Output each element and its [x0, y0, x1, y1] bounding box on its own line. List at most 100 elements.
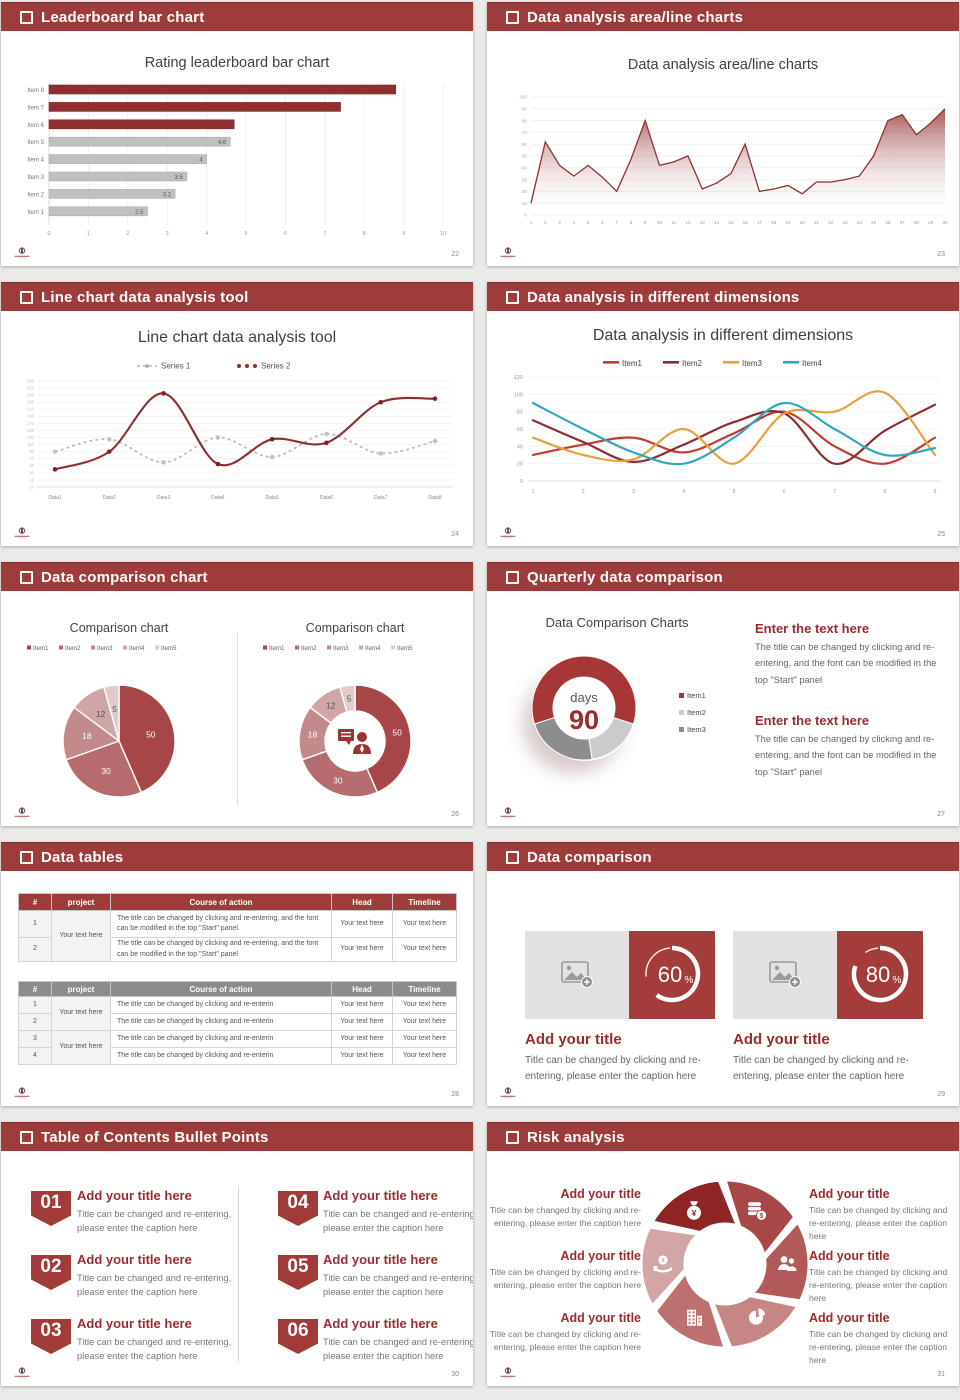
risk-block-caption: Title can be changed by clicking and re-… — [489, 1205, 641, 1228]
svg-text:170: 170 — [27, 421, 35, 426]
svg-text:18: 18 — [308, 730, 318, 740]
svg-text:29: 29 — [928, 220, 934, 225]
slide-thumbnail[interactable]: Risk analysis ¥ $ ¥ Add your title Title can … — [487, 1122, 959, 1386]
multi-line-chart: 0 20 40 60 80 100 120 1 2 3 4 5 6 7 8 9 — [514, 375, 941, 495]
school-logo-icon — [500, 247, 516, 259]
svg-text:10: 10 — [440, 231, 446, 237]
svg-text:24: 24 — [857, 220, 863, 225]
table-header-cell: Head — [331, 981, 393, 997]
svg-text:19: 19 — [785, 220, 791, 225]
svg-text:Item3: Item3 — [687, 725, 706, 734]
chart-title: Rating leaderboard bar chart — [144, 55, 330, 71]
svg-text:60: 60 — [517, 427, 523, 433]
svg-text:18: 18 — [771, 220, 777, 225]
svg-text:90: 90 — [569, 705, 599, 735]
toc-item-title: Add your title here — [323, 1252, 438, 1267]
slide-thumbnail[interactable]: Data comparison 60% Add your title Title ca… — [487, 842, 959, 1106]
svg-text:Item4: Item4 — [365, 645, 381, 652]
table-header-cell: Course of action — [110, 981, 332, 997]
bullet-square-icon — [506, 570, 519, 584]
page-number: 29 — [937, 1091, 945, 1098]
slide-title-bar: Data comparison — [487, 842, 959, 871]
svg-text:3: 3 — [632, 489, 635, 495]
toc-number: 06 — [287, 1320, 309, 1341]
slide-title-bar: Table of Contents Bullet Points — [1, 1122, 473, 1151]
toc-number-badge: 03 — [31, 1319, 71, 1354]
toc-item-title: Add your title here — [323, 1316, 438, 1331]
svg-text:270: 270 — [27, 385, 35, 390]
risk-block-title: Add your title — [560, 1249, 641, 1263]
svg-text:8: 8 — [363, 231, 366, 237]
svg-text:50: 50 — [29, 463, 34, 468]
slide-title: Table of Contents Bullet Points — [41, 1128, 269, 1146]
svg-text:12: 12 — [96, 709, 106, 719]
slide-title: Risk analysis — [527, 1128, 625, 1146]
svg-text:210: 210 — [27, 407, 35, 412]
table-row: 2 The title can be changed by clicking an… — [18, 1013, 457, 1031]
svg-text:Series 1: Series 1 — [161, 362, 191, 371]
page-number: 31 — [937, 1371, 945, 1378]
chart-title: Data Comparison Charts — [545, 615, 689, 630]
svg-text:Item 5: Item 5 — [27, 140, 44, 146]
svg-text:30: 30 — [101, 766, 111, 776]
bullet-square-icon — [506, 290, 519, 304]
slide-cell: Leaderboard bar chart Rating leaderboard … — [0, 0, 480, 280]
bullet-square-icon — [506, 850, 519, 864]
slide-title-bar: Line chart data analysis tool — [1, 282, 473, 311]
slide-thumbnail[interactable]: Line chart data analysis tool Line chart … — [1, 282, 473, 546]
toc-item-caption: Title can be changed and re-entering, pl… — [323, 1273, 473, 1298]
svg-text:70: 70 — [522, 130, 528, 136]
slide-thumbnail[interactable]: Data analysis in different dimensions Dat… — [487, 282, 959, 546]
svg-text:30: 30 — [942, 220, 948, 225]
svg-text:Item1: Item1 — [33, 645, 49, 652]
svg-text:Item 2: Item 2 — [27, 192, 44, 198]
svg-text:4: 4 — [205, 231, 208, 237]
table-header-cell: project — [51, 893, 111, 911]
svg-text:130: 130 — [27, 435, 35, 440]
svg-text:3.2: 3.2 — [163, 192, 172, 198]
table-header-cell: Course of action — [110, 893, 332, 911]
progress-tile — [837, 931, 923, 1019]
svg-text:Item 1: Item 1 — [27, 210, 44, 216]
school-logo-icon — [500, 1367, 516, 1379]
page-number: 24 — [451, 531, 459, 538]
svg-text:12: 12 — [685, 220, 691, 225]
table-header-cell: # — [18, 981, 52, 997]
slide-thumbnail[interactable]: Data comparison chart 50 30 18 12 5 50 30 18 12 5 C… — [1, 562, 473, 826]
svg-text:30: 30 — [333, 775, 343, 785]
chart-title: Comparison chart — [305, 621, 405, 635]
svg-text:Item 6: Item 6 — [27, 123, 44, 129]
table-row: 4 The title can be changed by clicking an… — [18, 1047, 457, 1065]
toc-number-badge: 05 — [278, 1255, 318, 1290]
svg-text:30: 30 — [522, 177, 528, 183]
svg-text:11: 11 — [671, 220, 676, 225]
slide-cell: Data analysis in different dimensions Dat… — [480, 280, 960, 560]
svg-text:50: 50 — [522, 154, 528, 160]
slide-cell: Data tables # project Course of action Head T… — [0, 840, 480, 1120]
svg-text:¥: ¥ — [692, 1208, 697, 1218]
svg-text:50: 50 — [392, 727, 402, 737]
data-table: # project Course of action Head Timeline 1 You… — [18, 893, 457, 962]
text-block-title: Enter the text here — [755, 621, 870, 636]
svg-text:Data7: Data7 — [374, 495, 388, 501]
bullet-square-icon — [506, 10, 519, 24]
svg-text:15: 15 — [728, 220, 734, 225]
slide-thumbnail[interactable]: Leaderboard bar chart Rating leaderboard … — [1, 2, 473, 266]
svg-text:250: 250 — [27, 393, 35, 398]
svg-text:16: 16 — [743, 220, 749, 225]
slide-thumbnail[interactable]: Data tables # project Course of action Head T… — [1, 842, 473, 1106]
comparison-pies: 50 30 18 12 5 50 30 18 12 5 — [62, 684, 412, 798]
chart-title: Comparison chart — [69, 621, 169, 635]
presenter-icon — [338, 729, 371, 754]
svg-text:100: 100 — [519, 95, 527, 101]
slide-title: Data tables — [41, 848, 124, 866]
slide-thumbnail[interactable]: Data analysis area/line charts Data analy… — [487, 2, 959, 266]
slide-thumbnail[interactable]: Table of Contents Bullet Points 01 Add you… — [1, 1122, 473, 1386]
svg-text:14: 14 — [714, 220, 720, 225]
slide-title: Data comparison chart — [41, 568, 208, 586]
pie-chart-icon — [749, 1308, 765, 1325]
panel-divider — [237, 633, 238, 805]
page-number: 28 — [451, 1091, 459, 1098]
slide-thumbnail[interactable]: Quarterly data comparison Data Comparison… — [487, 562, 959, 826]
svg-text:0: 0 — [520, 479, 523, 485]
